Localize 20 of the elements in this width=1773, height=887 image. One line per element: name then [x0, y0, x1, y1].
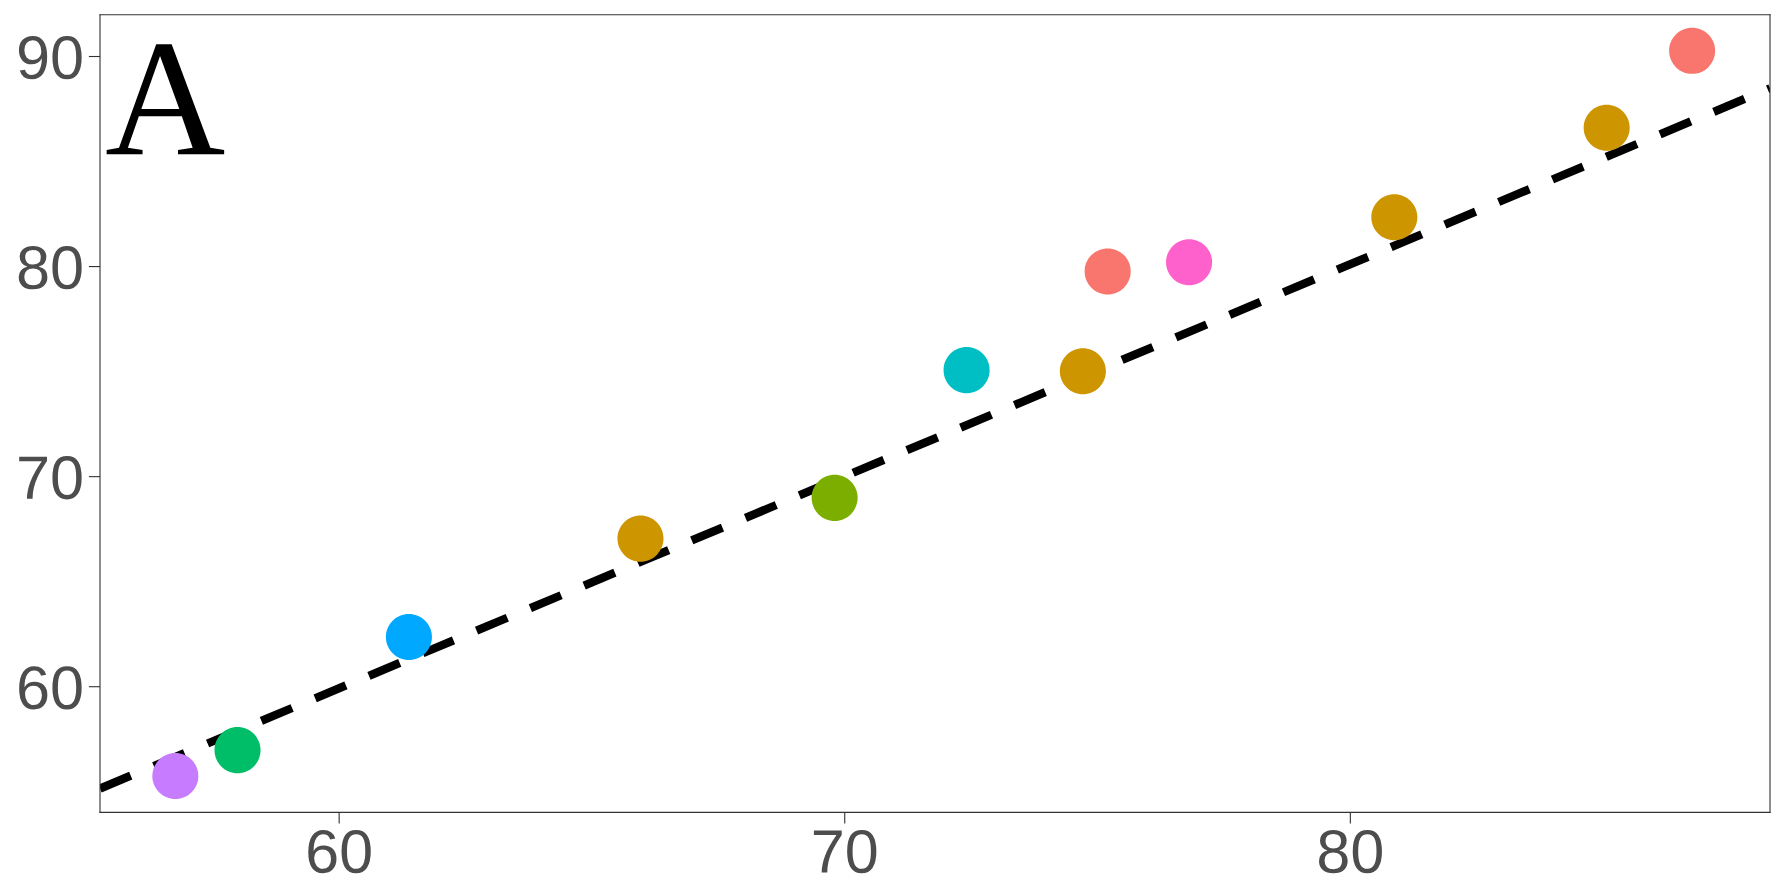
- point: [152, 752, 199, 800]
- point: [1371, 194, 1418, 241]
- y-tick-label: 70: [19, 456, 82, 500]
- point: [617, 515, 664, 562]
- point: [811, 474, 858, 521]
- y-tick-label: 60: [19, 666, 82, 710]
- point: [385, 613, 432, 660]
- point: [943, 347, 990, 394]
- x-tick-label: 80: [1319, 829, 1382, 874]
- point: [1084, 248, 1131, 295]
- annotation: A: [106, 44, 225, 155]
- point: [1583, 104, 1630, 151]
- y-tick-label: 90: [18, 35, 82, 80]
- point: [214, 727, 261, 774]
- point: [1059, 348, 1106, 395]
- x-tick-label: 60: [308, 829, 371, 874]
- point: [1669, 27, 1716, 74]
- y-tick-label: 80: [18, 246, 82, 290]
- x-tick-label: 70: [813, 829, 877, 874]
- point: [1166, 239, 1213, 286]
